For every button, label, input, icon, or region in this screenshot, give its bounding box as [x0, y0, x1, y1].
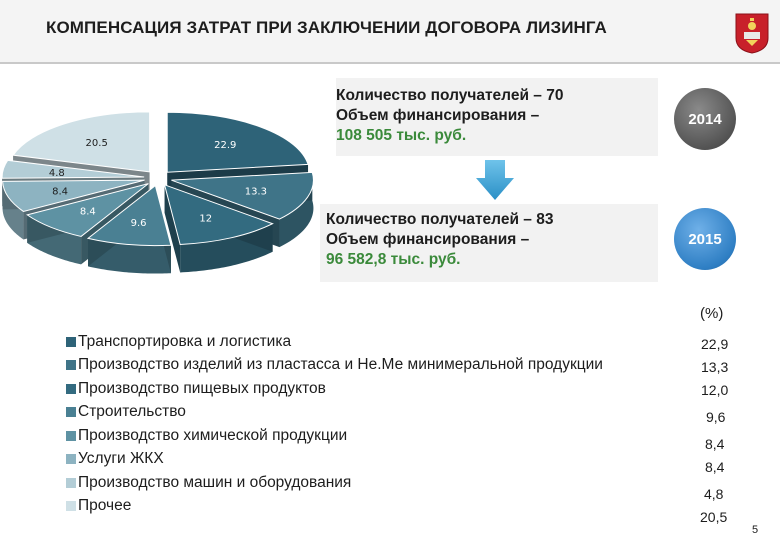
percent-value: 22,9 [701, 336, 729, 352]
pie-data-label: 13.3 [245, 187, 267, 198]
legend-swatch [66, 501, 76, 512]
legend-item: Строительство [66, 401, 603, 425]
percent-value: 4,8 [704, 486, 724, 502]
legend-swatch [66, 407, 76, 418]
pie-slice-side [2, 181, 24, 240]
legend-swatch [66, 383, 76, 394]
pie-data-label: 9.6 [131, 218, 147, 229]
pie-slice-side [279, 172, 314, 248]
legend-item: Производство изделий из пластасса и Не.М… [66, 354, 603, 378]
percent-value: 20,5 [700, 509, 728, 525]
legend-label: Транспортировка и логистика [78, 332, 292, 350]
pie-slice [2, 179, 145, 213]
legend-item: Услуги ЖКХ [66, 448, 603, 472]
header-divider [0, 62, 780, 64]
info-box-2015: Количество получателей – 83 Объем финанс… [320, 204, 658, 282]
legend-swatch [66, 454, 76, 465]
funding-label-2015: Объем финансирования – [326, 231, 530, 248]
chart-legend: Транспортировка и логистика Производство… [66, 330, 603, 518]
pie-slice [163, 184, 274, 245]
legend-label: Производство пищевых продуктов [78, 379, 326, 397]
pie-slice [86, 184, 172, 247]
pie-data-label: 8.4 [52, 187, 68, 198]
legend-item: Прочее [66, 495, 603, 519]
legend-item: Производство пищевых продуктов [66, 377, 603, 401]
legend-label: Прочее [78, 497, 132, 515]
funding-label-2014: Объем финансирования – [336, 107, 540, 124]
percent-value: 8,4 [705, 459, 725, 475]
legend-swatch [66, 430, 76, 441]
legend-label: Производство изделий из пластасса и Не.М… [78, 356, 603, 374]
percent-header: (%) [700, 305, 724, 322]
header-bar [0, 0, 780, 62]
legend-swatch [66, 360, 76, 371]
legend-item: Производство химической продукции [66, 424, 603, 448]
pie-data-label: 20.5 [86, 138, 108, 149]
percent-value: 12,0 [701, 382, 729, 398]
pie-data-label: 22.9 [214, 140, 236, 151]
legend-item: Производство машин и оборудования [66, 471, 603, 495]
legend-label: Производство химической продукции [78, 426, 348, 444]
page-title: КОМПЕНСАЦИЯ ЗАТРАТ ПРИ ЗАКЛЮЧЕНИИ ДОГОВО… [46, 18, 607, 37]
pie-slice [1, 159, 145, 179]
pie-data-label: 12 [199, 214, 212, 225]
recipients-2014: Количество получателей – 70 [336, 87, 564, 104]
recipients-2015: Количество получателей – 83 [326, 211, 554, 228]
page-number: 5 [752, 524, 759, 536]
percent-value: 13,3 [701, 359, 729, 375]
legend-swatch [66, 336, 76, 347]
funding-value-2014: 108 505 тыс. руб. [336, 127, 467, 144]
legend-swatch [66, 477, 76, 488]
year-badge-2014: 2014 [674, 88, 736, 150]
legend-label: Услуги ЖКХ [78, 450, 164, 468]
year-badge-2015: 2015 [674, 208, 736, 270]
pie-slice [26, 183, 149, 237]
legend-label: Строительство [78, 403, 186, 421]
percent-value: 8,4 [705, 436, 725, 452]
percent-value: 9,6 [706, 409, 726, 425]
pie-chart: 22.9 13.3 12 9.6 8.4 8.4 4.8 20.5 [1, 111, 314, 274]
pie-slice [12, 111, 151, 173]
arrow-down-icon [476, 160, 514, 200]
pie-slice [166, 111, 309, 173]
pie-data-label: 4.8 [49, 168, 65, 179]
pie-data-label: 8.4 [80, 207, 96, 218]
funding-value-2015: 96 582,8 тыс. руб. [326, 251, 461, 268]
legend-label: Производство машин и оборудования [78, 473, 352, 491]
info-box-2014: Количество получателей – 70 Объем финанс… [336, 78, 658, 156]
pie-slice [171, 171, 314, 220]
legend-item: Транспортировка и логистика [66, 330, 603, 354]
coat-of-arms-icon [735, 13, 769, 54]
